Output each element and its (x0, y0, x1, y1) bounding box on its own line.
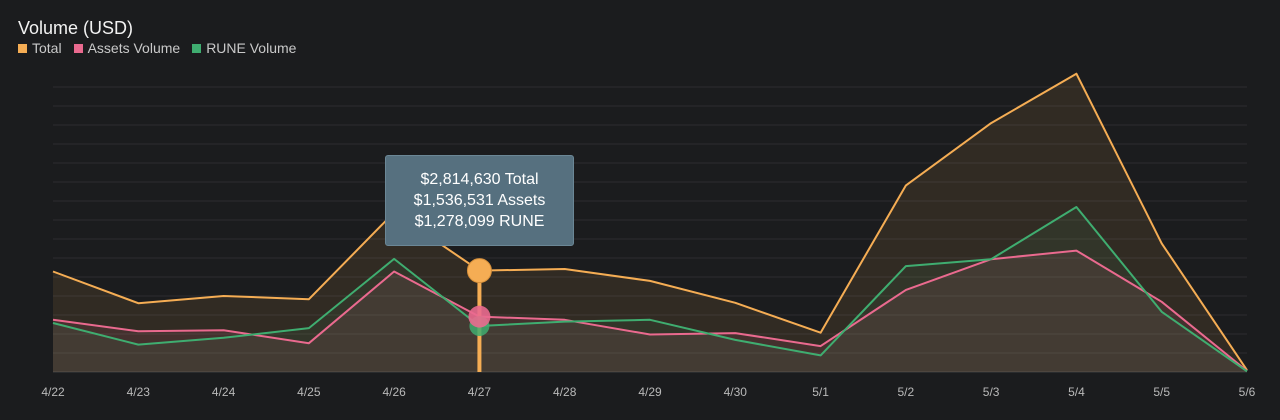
area-rune-volume (53, 207, 1247, 372)
x-tick-label: 5/6 (1239, 385, 1256, 399)
chart-title: Volume (USD) (18, 18, 134, 38)
area-total (53, 73, 1247, 372)
x-tick-label: 4/29 (638, 385, 662, 399)
x-tick-label: 5/1 (812, 385, 829, 399)
series-areas (53, 73, 1247, 372)
hover-point-total (466, 258, 492, 284)
x-tick-label: 4/28 (553, 385, 577, 399)
tooltip-rune: $1,278,099 RUNE (414, 212, 545, 230)
x-tick-label: 4/27 (468, 385, 492, 399)
hover-point-assets (468, 305, 491, 328)
line-total (52, 72, 1248, 371)
legend-label-assets: Assets Volume (87, 40, 181, 56)
hover-tooltip: $2,814,630 Total $1,536,531 Assets $1,27… (385, 155, 574, 246)
x-tick-label: 5/3 (983, 385, 1000, 399)
tooltip-assets: $1,536,531 Assets (413, 191, 546, 209)
x-tick-label: 4/30 (724, 385, 748, 399)
legend-item-total[interactable]: Total (18, 40, 62, 56)
series-lines (52, 72, 1248, 373)
area-assets-volume (53, 250, 1247, 372)
legend-item-rune[interactable]: RUNE Volume (192, 40, 296, 56)
hover-indicator (466, 258, 492, 372)
legend-label-rune: RUNE Volume (206, 40, 297, 56)
legend-swatch-assets (73, 43, 83, 53)
line-rune-volume (52, 206, 1248, 373)
x-axis-ticks: 4/22 4/23 4/24 4/25 4/26 4/27 4/28 4/29 4/30 5/1 5… (41, 385, 1255, 399)
x-tick-label: 5/4 (1068, 385, 1085, 399)
x-tick-label: 4/26 (382, 385, 406, 399)
x-tick-label: 5/5 (1153, 385, 1170, 399)
chart-legend: Total Assets Volume RUNE Volume (18, 40, 296, 56)
tooltip-total: $2,814,630 Total (420, 170, 539, 188)
x-tick-label: 4/23 (127, 385, 151, 399)
legend-item-assets[interactable]: Assets Volume (73, 40, 181, 56)
x-tick-label: 4/22 (41, 385, 65, 399)
legend-label-total: Total (32, 40, 62, 56)
x-tick-label: 4/24 (212, 385, 236, 399)
x-tick-label: 5/2 (898, 385, 915, 399)
legend-swatch-rune (192, 43, 202, 53)
legend-swatch-total (18, 43, 27, 53)
x-tick-label: 4/25 (297, 385, 321, 399)
